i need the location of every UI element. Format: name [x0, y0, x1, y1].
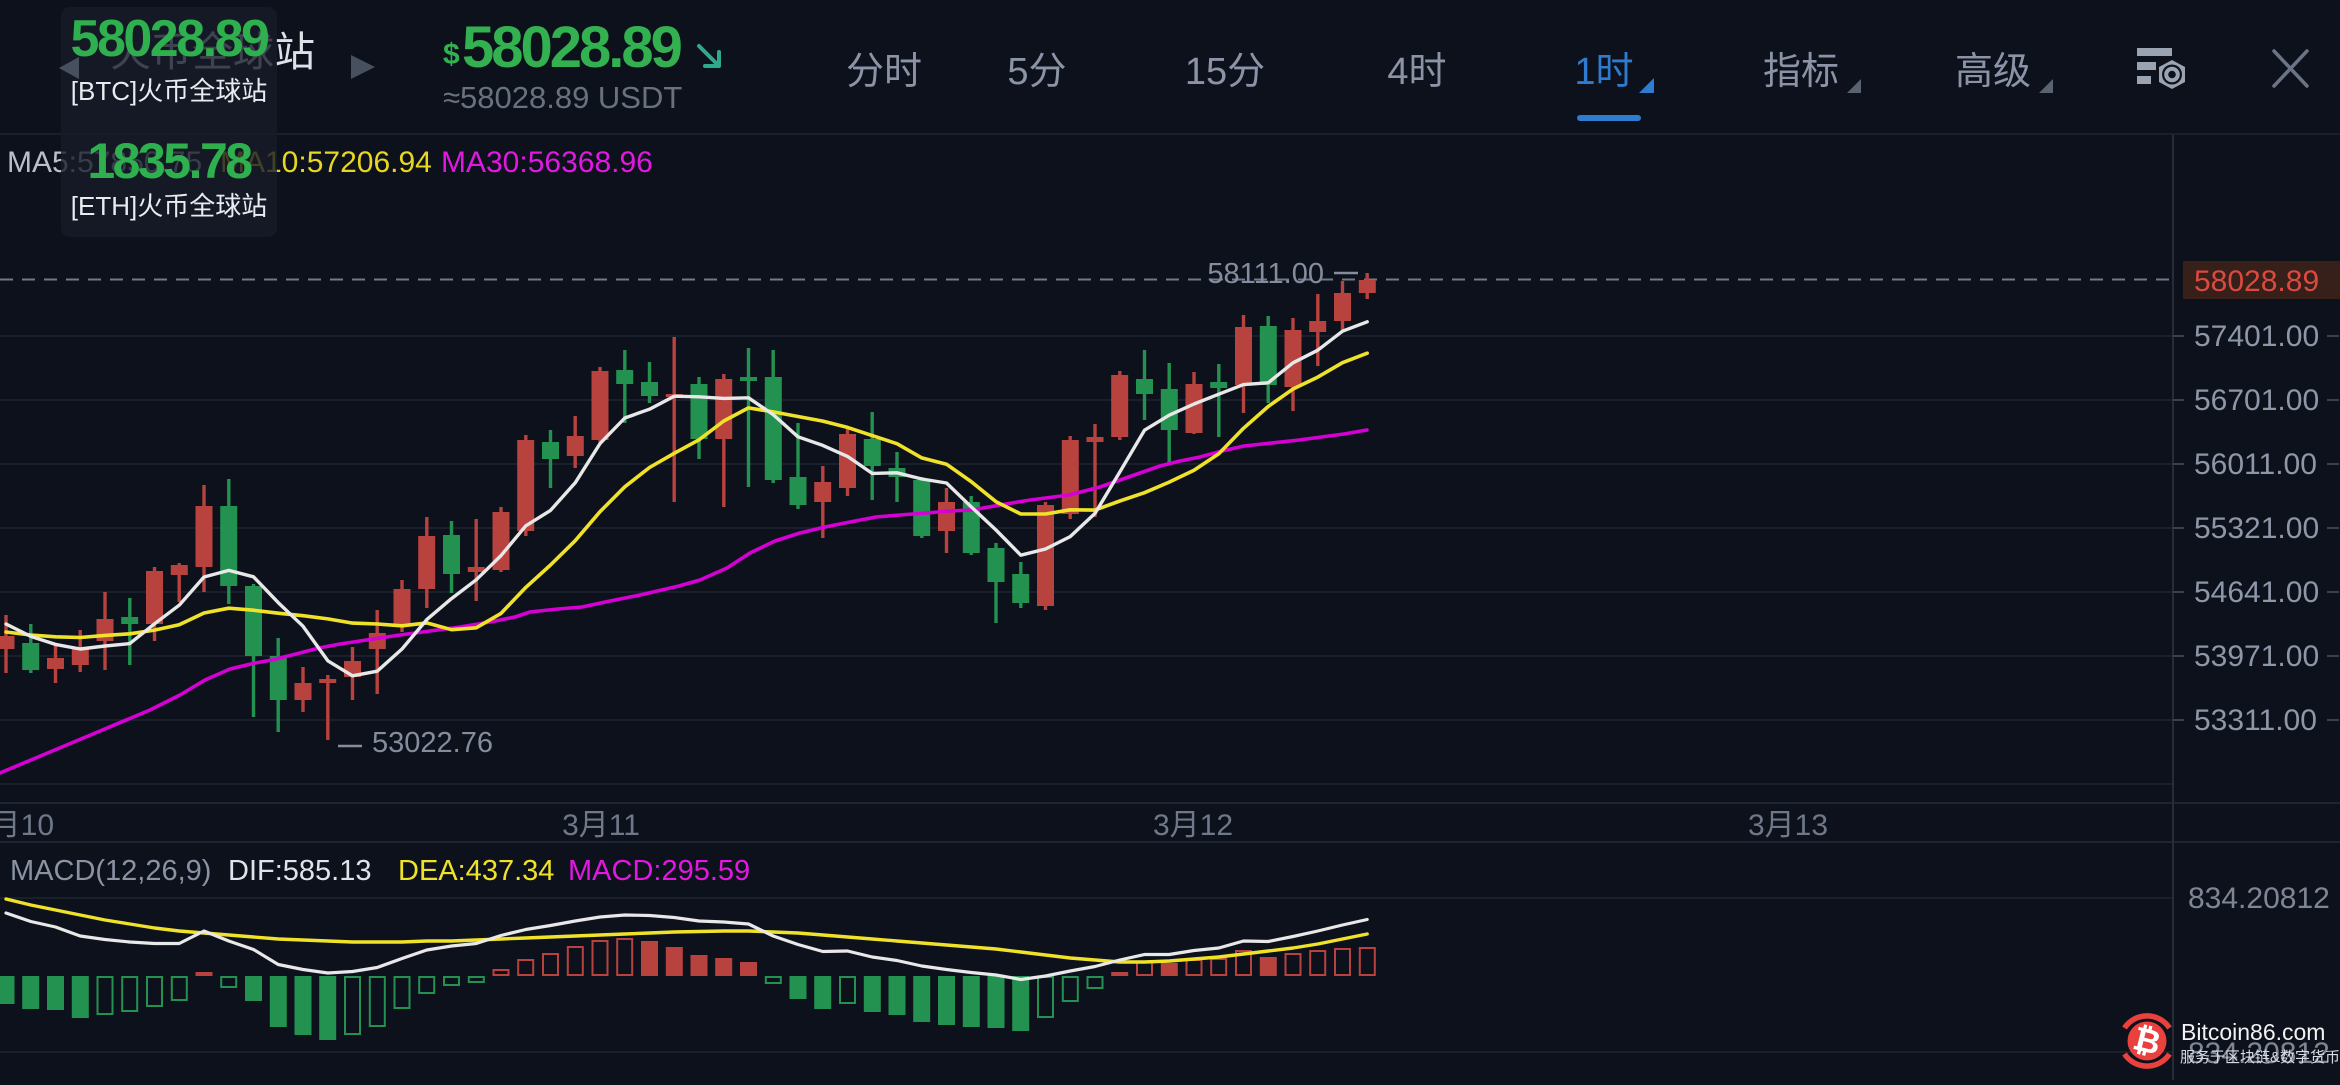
svg-text:3月11: 3月11 [562, 809, 640, 842]
svg-text:58028.89: 58028.89 [2194, 265, 2319, 298]
svg-text:[BTC]火币全球站: [BTC]火币全球站 [71, 76, 267, 106]
svg-text:57401.00: 57401.00 [2194, 320, 2319, 353]
svg-text:分时: 分时 [846, 51, 922, 93]
svg-text:[ETH]火币全球站: [ETH]火币全球站 [71, 191, 267, 221]
svg-text:DEA:437.34: DEA:437.34 [398, 855, 554, 887]
svg-text:56011.00: 56011.00 [2194, 448, 2317, 481]
svg-text:5分: 5分 [1007, 51, 1066, 93]
svg-text:MACD:295.59: MACD:295.59 [568, 855, 750, 887]
svg-text:4时: 4时 [1387, 51, 1446, 93]
svg-text:15分: 15分 [1185, 51, 1265, 93]
svg-text:58028.89: 58028.89 [71, 10, 268, 68]
svg-text:3月10: 3月10 [0, 809, 54, 842]
svg-text:$: $ [443, 38, 460, 71]
svg-text:1835.78: 1835.78 [87, 133, 252, 189]
svg-text:53971.00: 53971.00 [2194, 640, 2319, 673]
svg-text:53022.76: 53022.76 [372, 727, 493, 759]
svg-text:55321.00: 55321.00 [2194, 512, 2319, 545]
svg-text:服务于区块链&数字货币: 服务于区块链&数字货币 [2180, 1049, 2340, 1066]
svg-text:3月12: 3月12 [1153, 809, 1233, 842]
svg-text:DIF:585.13: DIF:585.13 [228, 855, 371, 887]
svg-text:Bitcoin86.com: Bitcoin86.com [2181, 1019, 2325, 1045]
svg-text:MA30:56368.96: MA30:56368.96 [441, 146, 653, 179]
svg-text:58111.00: 58111.00 [1207, 258, 1324, 290]
svg-text:56701.00: 56701.00 [2194, 384, 2319, 417]
svg-text:53311.00: 53311.00 [2194, 704, 2317, 737]
svg-text:3月13: 3月13 [1748, 809, 1828, 842]
svg-text:54641.00: 54641.00 [2194, 576, 2319, 609]
svg-text:MACD(12,26,9): MACD(12,26,9) [10, 855, 211, 887]
svg-text:834.20812: 834.20812 [2188, 1037, 2330, 1070]
svg-text:58028.89: 58028.89 [462, 15, 682, 80]
svg-text:高级: 高级 [1955, 51, 2031, 93]
svg-text:1时: 1时 [1574, 51, 1633, 93]
svg-text:834.20812: 834.20812 [2188, 882, 2330, 915]
svg-text:≈58028.89 USDT: ≈58028.89 USDT [443, 80, 682, 115]
svg-text:指标: 指标 [1763, 51, 1839, 93]
